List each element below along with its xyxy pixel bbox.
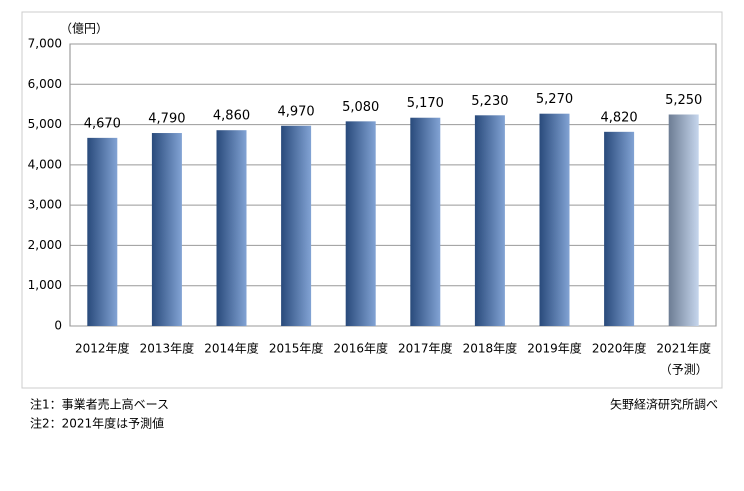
bar — [410, 117, 441, 326]
bar — [87, 137, 118, 326]
x-tick-label: 2021年度 — [656, 341, 711, 356]
value-label: 4,970 — [277, 104, 314, 119]
y-tick-label: 4,000 — [28, 157, 62, 171]
value-label: 5,170 — [407, 96, 444, 111]
y-tick-label: 5,000 — [28, 117, 62, 131]
x-tick-label: 2019年度 — [527, 341, 582, 356]
x-tick-label: 2015年度 — [269, 341, 324, 356]
bar — [539, 113, 570, 327]
x-tick-label: 2014年度 — [204, 341, 259, 356]
bar — [668, 114, 699, 326]
value-label: 5,250 — [665, 93, 702, 108]
bar — [474, 115, 505, 326]
bar — [604, 131, 635, 326]
x-tick-label: 2020年度 — [592, 341, 647, 356]
value-label: 5,230 — [471, 94, 508, 109]
bar — [151, 133, 182, 326]
y-tick-label: 0 — [54, 319, 62, 333]
value-label: 5,080 — [342, 100, 379, 115]
x-tick-label: 2012年度 — [75, 341, 130, 356]
note: 注1：事業者売上高ベース — [30, 397, 169, 412]
y-axis-label: （億円） — [60, 22, 108, 36]
y-tick-label: 3,000 — [28, 198, 62, 212]
x-tick-label: 2017年度 — [398, 341, 453, 356]
bar — [281, 125, 312, 326]
y-tick-label: 2,000 — [28, 238, 62, 252]
x-tick-label: 2016年度 — [333, 341, 388, 356]
y-tick-label: 6,000 — [28, 77, 62, 91]
source: 矢野経済研究所調べ — [610, 397, 718, 412]
y-tick-label: 7,000 — [28, 37, 62, 51]
x-tick-label: 2018年度 — [463, 341, 518, 356]
value-label: 4,790 — [148, 112, 185, 127]
y-tick-label: 1,000 — [28, 278, 62, 292]
value-label: 4,860 — [213, 109, 250, 124]
value-label: 4,670 — [84, 116, 121, 131]
note: 注2：2021年度は予測値 — [30, 416, 164, 431]
value-label: 5,270 — [536, 92, 573, 107]
value-label: 4,820 — [600, 110, 637, 125]
bar — [216, 130, 247, 326]
bar — [345, 121, 376, 326]
x-tick-label: 2013年度 — [140, 341, 195, 356]
x-tick-note: （予測） — [660, 363, 708, 377]
